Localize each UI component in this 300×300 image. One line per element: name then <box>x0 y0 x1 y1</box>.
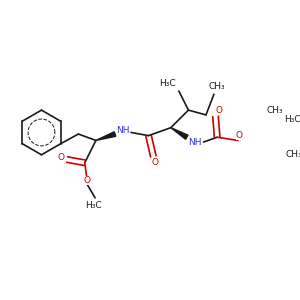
Text: O: O <box>152 158 158 167</box>
Text: H₃C: H₃C <box>284 115 300 124</box>
Text: CH₃: CH₃ <box>267 106 283 115</box>
Text: CH₃: CH₃ <box>209 82 226 91</box>
Text: O: O <box>84 176 91 185</box>
Text: O: O <box>236 131 243 140</box>
Polygon shape <box>171 128 188 139</box>
Text: CH₃: CH₃ <box>286 150 300 159</box>
Text: NH: NH <box>116 126 130 135</box>
Text: H₃C: H₃C <box>159 79 176 88</box>
Text: NH: NH <box>188 137 202 146</box>
Polygon shape <box>96 132 116 140</box>
Text: O: O <box>57 154 64 163</box>
Text: H₃C: H₃C <box>85 201 102 210</box>
Text: O: O <box>215 106 222 115</box>
